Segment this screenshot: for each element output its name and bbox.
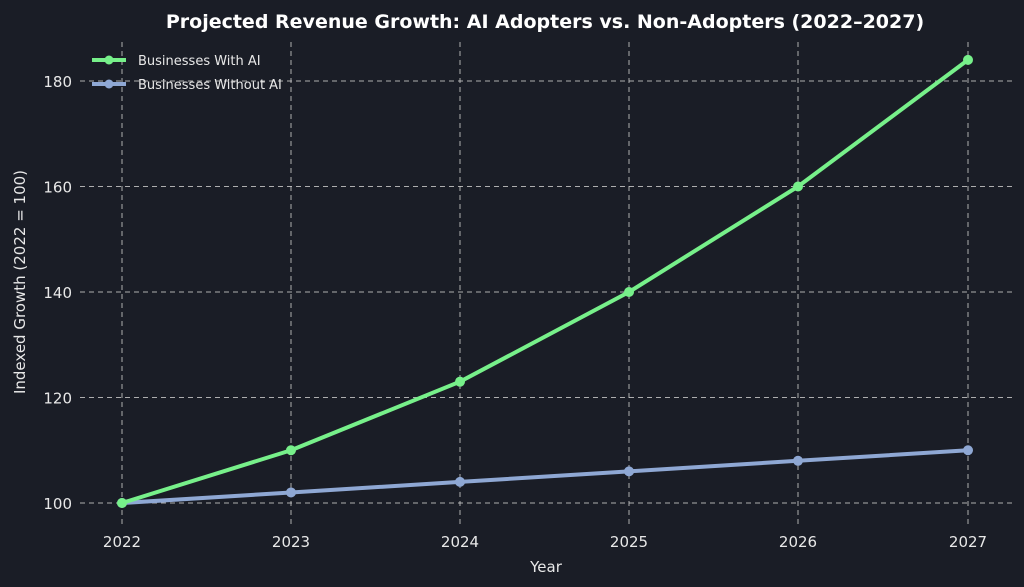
y-axis-label: Indexed Growth (2022 = 100) <box>11 170 29 394</box>
y-tick-label: 120 <box>43 390 72 408</box>
data-point <box>793 455 803 466</box>
x-tick-label: 2027 <box>949 533 987 551</box>
legend-label: Businesses Without AI <box>138 78 282 93</box>
data-point <box>624 466 634 477</box>
data-point <box>963 54 973 65</box>
legend-swatch-marker <box>104 55 114 65</box>
tick-labels: 2022 2023 2024 2025 2026 2027 100 120 140 160 180 <box>43 73 987 551</box>
y-tick-label: 180 <box>43 73 72 91</box>
data-point <box>455 476 465 487</box>
legend-swatch-marker <box>104 79 114 89</box>
x-tick-label: 2026 <box>779 533 817 551</box>
grid <box>80 42 1012 524</box>
series-businesses-with-ai <box>117 54 973 508</box>
data-point <box>963 445 973 456</box>
series-line <box>120 57 970 505</box>
x-tick-label: 2023 <box>272 533 310 551</box>
y-tick-label: 140 <box>43 284 72 302</box>
y-tick-label: 160 <box>43 179 72 197</box>
data-point <box>117 498 127 508</box>
x-tick-label: 2022 <box>103 533 141 551</box>
data-point <box>286 445 296 456</box>
data-point <box>286 487 296 498</box>
series-businesses-without-ai <box>117 445 973 508</box>
data-point <box>455 376 465 387</box>
y-tick-label: 100 <box>43 495 72 513</box>
series-layer <box>117 54 973 508</box>
data-point <box>624 287 634 297</box>
x-tick-label: 2025 <box>610 533 648 551</box>
legend-item: Businesses Without AI <box>92 78 282 93</box>
x-axis-label: Year <box>529 558 563 576</box>
legend-item: Businesses With AI <box>92 54 261 69</box>
x-tick-label: 2024 <box>441 533 479 551</box>
chart-title: Projected Revenue Growth: AI Adopters vs… <box>166 11 924 33</box>
series-line <box>120 448 970 505</box>
legend-label: Businesses With AI <box>138 54 261 69</box>
data-point <box>793 181 803 192</box>
legend: Businesses With AI Businesses Without AI <box>92 54 282 93</box>
